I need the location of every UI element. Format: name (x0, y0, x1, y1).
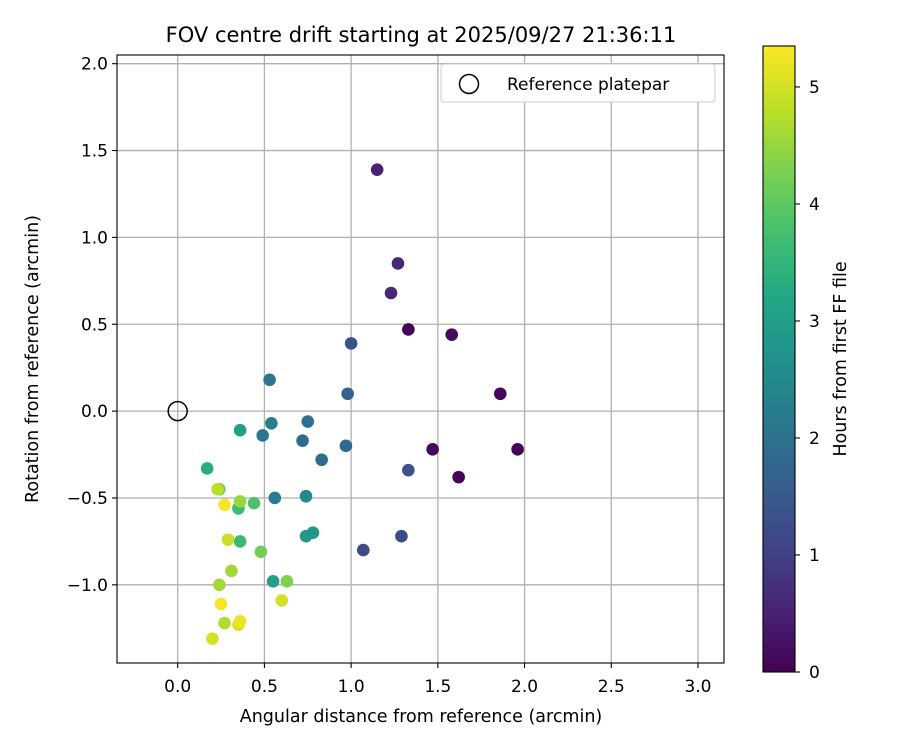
legend-marker-icon (458, 73, 480, 95)
data-point (299, 529, 313, 543)
y-tick-label: 2.0 (81, 55, 108, 75)
data-point (402, 323, 415, 336)
data-point (426, 443, 439, 456)
data-point (225, 564, 238, 578)
data-point (233, 495, 247, 508)
y-tick-label: 1.5 (81, 142, 108, 162)
colorbar-tick-label: 2 (809, 429, 820, 449)
data-point (256, 429, 269, 442)
x-axis-label: Angular distance from reference (arcmin) (240, 707, 603, 727)
data-point (214, 597, 228, 611)
x-tick-label: 1.0 (338, 677, 365, 697)
data-point (254, 545, 268, 559)
data-point (511, 443, 524, 456)
data-point (213, 578, 226, 592)
colorbar-tick-label: 1 (809, 546, 820, 566)
data-points (200, 163, 524, 645)
data-point (315, 453, 328, 467)
data-point (384, 286, 398, 300)
y-tick-label: 1.0 (81, 228, 108, 248)
data-point (391, 257, 405, 270)
data-point (268, 491, 282, 505)
reference-platepar-marker (167, 400, 188, 422)
grid (117, 55, 724, 663)
data-point (233, 615, 247, 628)
x-tick-label: 0.0 (164, 677, 191, 697)
y-tick-label: −0.5 (67, 489, 108, 509)
data-point (263, 373, 276, 387)
data-point (301, 415, 315, 428)
data-point (218, 616, 231, 630)
data-point (493, 387, 507, 401)
data-point (206, 632, 219, 645)
y-axis-label: Rotation from reference (arcmin) (23, 215, 43, 503)
data-point (233, 423, 247, 437)
plot-frame (116, 54, 725, 664)
x-tick-label: 0.5 (251, 677, 278, 697)
x-tick-label: 1.5 (424, 677, 451, 697)
chart-title: FOV centre drift starting at 2025/09/27 … (166, 23, 677, 47)
data-point (211, 482, 224, 496)
data-point (341, 387, 354, 401)
legend: Reference platepar (440, 63, 716, 103)
x-tick-label: 3.0 (684, 677, 711, 697)
data-point (370, 163, 384, 176)
y-axis: −1.0 −0.5 0.0 0.5 1.0 1.5 2.0 (67, 55, 117, 596)
colorbar-tick-label: 5 (809, 78, 820, 98)
y-tick-label: −1.0 (67, 576, 108, 596)
colorbar-tick-label: 3 (809, 312, 820, 332)
y-tick-label: 0.5 (81, 315, 108, 335)
data-point (233, 535, 247, 548)
colorbar-ticks: 0 1 2 3 4 5 (795, 78, 820, 683)
data-point (452, 470, 465, 484)
data-point (280, 575, 294, 588)
data-point (221, 533, 235, 546)
colorbar-tick-label: 0 (809, 663, 820, 683)
data-point (395, 529, 408, 543)
colorbar-tick-label: 4 (809, 195, 820, 215)
colorbar: 0 1 2 3 4 5 Hours from first FF file (762, 45, 851, 683)
x-axis: 0.0 0.5 1.0 1.5 2.0 2.5 3.0 (164, 663, 712, 697)
colorbar-label: Hours from first FF file (831, 261, 851, 456)
data-point (339, 439, 353, 453)
data-point (266, 575, 280, 588)
data-point (356, 543, 370, 557)
colorbar-gradient (762, 45, 796, 673)
legend-entry-reference-platepar: Reference platepar (507, 75, 669, 95)
data-point (445, 328, 459, 341)
y-tick-label: 0.0 (81, 402, 108, 422)
data-point (265, 416, 278, 430)
x-tick-label: 2.5 (598, 677, 625, 697)
legend-box (440, 63, 716, 103)
data-point (247, 496, 261, 510)
data-point (344, 337, 358, 350)
data-point (299, 489, 313, 503)
data-point (296, 434, 309, 447)
data-point (218, 498, 231, 512)
x-tick-label: 2.0 (511, 677, 538, 697)
data-point (275, 594, 289, 607)
data-point (402, 463, 415, 477)
data-point (200, 462, 214, 475)
